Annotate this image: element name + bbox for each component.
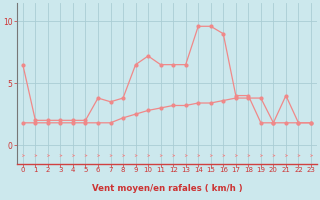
X-axis label: Vent moyen/en rafales ( km/h ): Vent moyen/en rafales ( km/h ) bbox=[92, 184, 242, 193]
